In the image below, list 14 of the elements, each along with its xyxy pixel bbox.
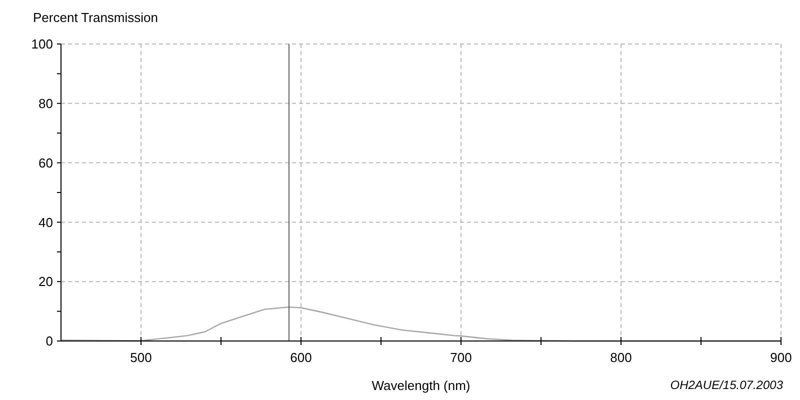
y-tick-label: 40: [38, 214, 53, 230]
y-tick-label: 80: [38, 96, 53, 111]
x-tick-label: 500: [130, 350, 152, 365]
y-tick-label: 60: [38, 155, 53, 170]
y-tick-label: 20: [38, 274, 53, 290]
text: OH2AUE/15.07.2003: [670, 378, 784, 392]
x-tick-label: 900: [770, 350, 792, 365]
y-tick-label: 100: [31, 36, 53, 52]
x-tick-label: 700: [450, 350, 472, 365]
y-axis-title: Percent Transmission: [33, 10, 158, 25]
x-tick-label: 600: [290, 350, 312, 365]
y-tick-label: 0: [46, 334, 53, 349]
x-axis-title: Wavelength (nm): [372, 378, 470, 393]
x-tick-label: 800: [610, 350, 632, 365]
